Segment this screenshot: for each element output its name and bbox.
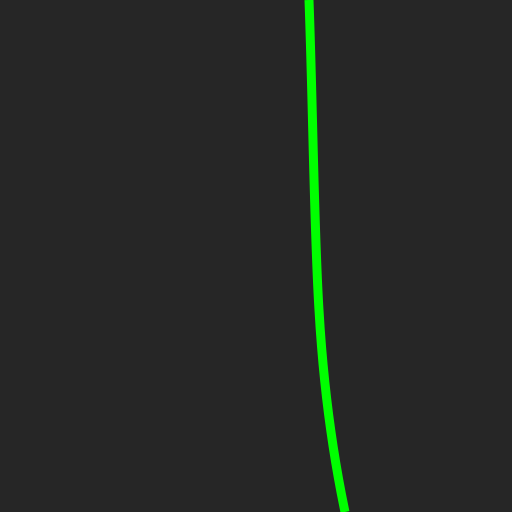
green-curve [304, 0, 350, 512]
